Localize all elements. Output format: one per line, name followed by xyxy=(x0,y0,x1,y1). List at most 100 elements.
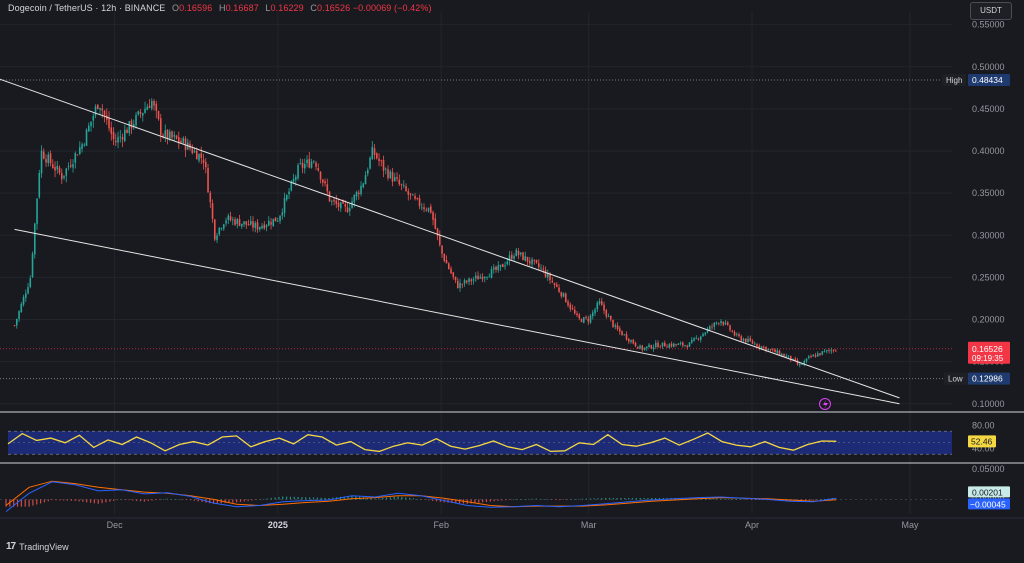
macd-histogram-bar xyxy=(535,498,538,500)
candle-body xyxy=(15,318,18,326)
time-tick-label: May xyxy=(901,520,919,530)
candle-body xyxy=(497,265,500,271)
macd-histogram-bar xyxy=(585,498,588,500)
candle-body xyxy=(486,277,488,278)
macd-histogram-bar xyxy=(489,499,491,502)
macd-histogram-bar xyxy=(63,499,65,501)
macd-histogram-bar xyxy=(189,499,192,501)
macd-histogram-bar xyxy=(801,499,803,501)
candle-body xyxy=(218,227,221,235)
macd-histogram-bar xyxy=(293,496,295,500)
candle-body xyxy=(823,350,826,352)
candle-body xyxy=(569,304,572,309)
candle-body xyxy=(621,331,623,336)
candle-body xyxy=(513,256,515,259)
candle-body xyxy=(535,260,538,263)
candle-body xyxy=(681,342,684,346)
change-value: −0.00069 (−0.42%) xyxy=(352,3,432,13)
candle-body xyxy=(29,278,32,287)
macd-histogram-bar xyxy=(139,499,142,502)
macd-histogram-bar xyxy=(439,499,441,502)
candle-body xyxy=(56,165,59,170)
candle-body xyxy=(405,186,407,191)
candle-body xyxy=(693,338,695,341)
macd-histogram-bar xyxy=(66,499,69,501)
macd-histogram-bar xyxy=(720,498,722,500)
candle-body xyxy=(445,259,448,264)
macd-histogram-bar xyxy=(708,498,711,500)
macd-histogram-bar xyxy=(385,497,388,500)
candle-body xyxy=(348,208,351,212)
candle-body xyxy=(144,108,146,113)
candle-body xyxy=(463,280,466,284)
rsi-line xyxy=(7,432,837,453)
macd-histogram-bar xyxy=(232,499,234,503)
candle-body xyxy=(699,336,702,340)
candle-body xyxy=(292,179,295,183)
candle-body xyxy=(355,192,358,197)
macd-histogram-bar xyxy=(239,499,242,502)
trendline-upper[interactable] xyxy=(0,68,900,399)
macd-histogram-bar xyxy=(435,499,438,502)
macd-histogram-bar xyxy=(408,497,411,500)
lightning-alert-icon[interactable] xyxy=(819,398,831,410)
high-value-label: 0.48434 xyxy=(972,75,1003,85)
candle-body xyxy=(204,161,207,168)
candle-body xyxy=(49,153,52,164)
tradingview-branding[interactable]: 17 TradingView xyxy=(6,541,69,552)
macd-signal-label: −0.00045 xyxy=(970,499,1006,509)
lightning-alert-icon-glyph xyxy=(823,400,828,409)
candle-body xyxy=(609,315,612,320)
macd-histogram-bar xyxy=(124,499,126,501)
candle-body xyxy=(479,276,482,279)
candle-body xyxy=(193,150,196,153)
candle-body xyxy=(783,354,785,357)
candle-body xyxy=(589,315,592,323)
macd-histogram-bar xyxy=(401,496,403,500)
candle-body xyxy=(371,146,374,160)
candle-body xyxy=(616,325,619,330)
candle-body xyxy=(418,198,421,207)
macd-histogram-bar xyxy=(570,499,572,501)
macd-tick-label: 0.05000 xyxy=(972,464,1005,474)
candle-body xyxy=(416,197,419,199)
candle-body xyxy=(87,125,90,132)
candle-body xyxy=(472,279,475,281)
symbol-title[interactable]: Dogecoin / TetherUS · 12h · BINANCE xyxy=(8,3,166,13)
candle-body xyxy=(69,165,72,167)
candle-body xyxy=(688,342,691,347)
candle-body xyxy=(231,219,234,221)
currency-button[interactable]: USDT xyxy=(970,2,1012,20)
macd-histogram-bar xyxy=(309,497,311,500)
candle-body xyxy=(767,348,770,350)
macd-histogram-bar xyxy=(539,498,541,500)
candle-body xyxy=(771,349,774,351)
macd-histogram-bar xyxy=(635,497,637,500)
candle-body xyxy=(351,201,353,209)
candle-body xyxy=(792,358,794,361)
trendline-lower[interactable] xyxy=(14,228,900,405)
candle-body xyxy=(288,191,290,195)
candle-body xyxy=(333,199,335,202)
candle-body xyxy=(555,284,558,287)
candle-body xyxy=(562,292,565,297)
candle-body xyxy=(27,287,29,294)
macd-histogram-bar xyxy=(631,497,634,500)
candle-body xyxy=(794,358,797,361)
candle-body xyxy=(92,115,95,121)
macd-histogram-bar xyxy=(497,499,499,501)
rsi-tick-label: 40.00 xyxy=(972,444,995,454)
macd-histogram-bar xyxy=(166,498,169,500)
macd-histogram-bar xyxy=(285,496,288,500)
candle-body xyxy=(103,110,106,116)
candles-layer xyxy=(13,98,837,368)
candle-body xyxy=(679,343,682,344)
candle-body xyxy=(195,150,198,160)
candle-body xyxy=(182,138,185,143)
macd-histogram-bar xyxy=(289,496,292,500)
candle-body xyxy=(821,351,824,355)
candle-body xyxy=(645,346,648,349)
last-price-label: 0.16526 xyxy=(972,344,1003,354)
